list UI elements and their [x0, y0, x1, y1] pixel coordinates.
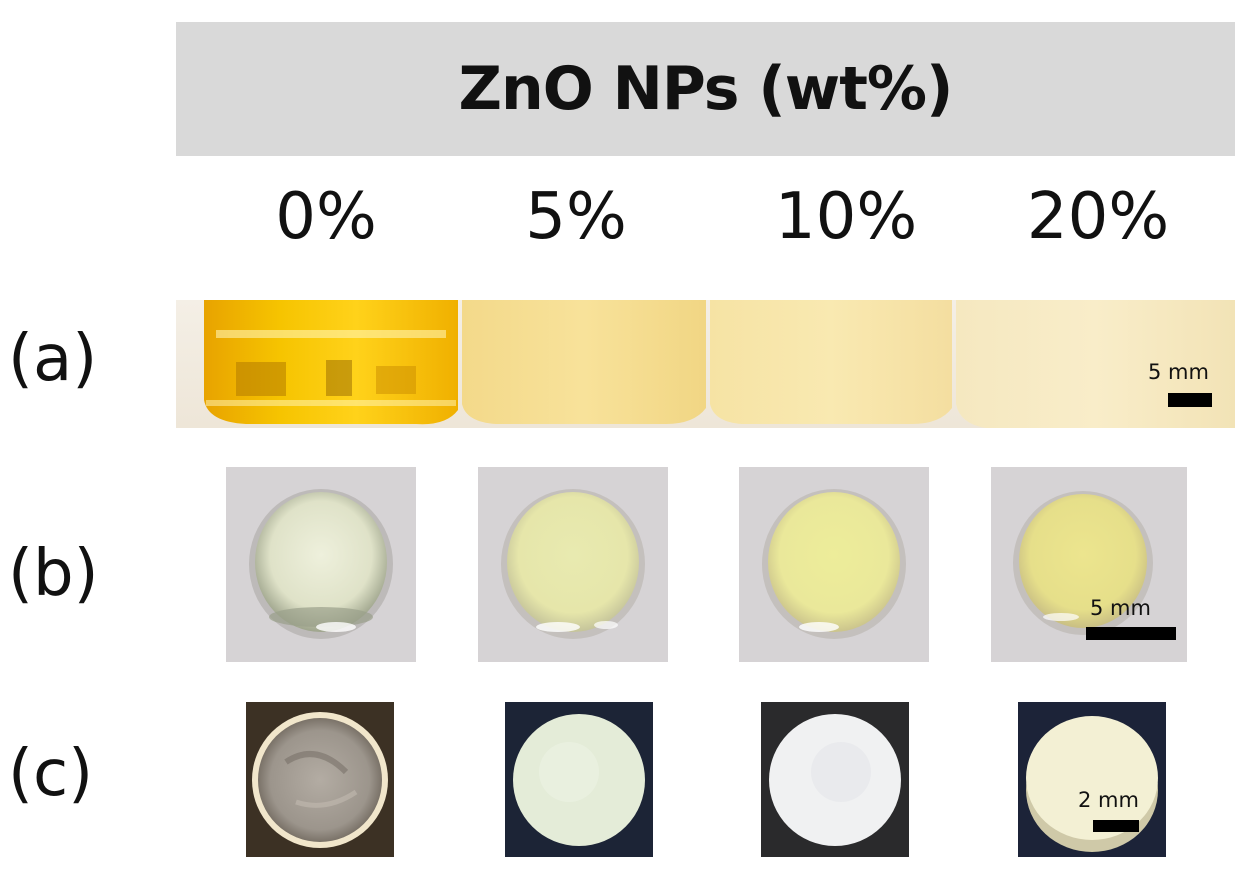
concentration-label-20: 20%	[1026, 180, 1170, 254]
vial-20pct	[956, 300, 1235, 428]
disk-photo-20pct	[1018, 702, 1166, 857]
vial-5pct	[462, 300, 706, 424]
concentration-label-10: 10%	[774, 180, 918, 254]
scale-label-b: 5 mm	[1090, 596, 1151, 620]
concentration-label-5: 5%	[525, 180, 627, 254]
vials-photo	[176, 300, 1235, 428]
drop-photo-0pct	[226, 467, 416, 662]
vial-0pct	[204, 300, 458, 425]
drop-photo-10pct	[739, 467, 929, 662]
scale-bar-b	[1086, 627, 1176, 640]
row-label-b: (b)	[8, 537, 99, 611]
scale-label-c: 2 mm	[1078, 788, 1139, 812]
header-title: ZnO NPs (wt%)	[458, 54, 954, 124]
row-label-a: (a)	[8, 322, 98, 396]
disk-photo-0pct	[246, 702, 394, 857]
scale-bar-c	[1093, 820, 1139, 832]
disk-photo-10pct	[761, 702, 909, 857]
row-label-c: (c)	[8, 737, 94, 811]
drop-photo-5pct	[478, 467, 668, 662]
scale-bar-a	[1168, 393, 1212, 407]
vial-10pct	[710, 300, 952, 424]
disk-photo-5pct	[505, 702, 653, 857]
scale-label-a: 5 mm	[1148, 360, 1209, 384]
header-banner: ZnO NPs (wt%)	[176, 22, 1235, 156]
concentration-label-0: 0%	[275, 180, 377, 254]
